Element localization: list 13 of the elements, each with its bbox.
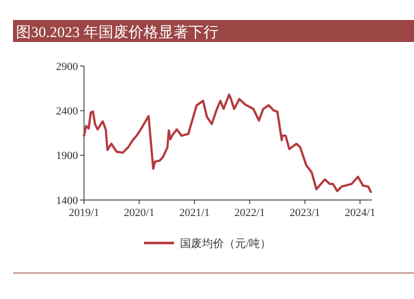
x-tick-label: 2023/1 bbox=[290, 207, 320, 219]
y-tick-label: 2400 bbox=[56, 106, 78, 118]
x-tick-label: 2019/1 bbox=[68, 207, 100, 219]
x-tick-label: 2020/1 bbox=[124, 207, 154, 219]
x-tick-label: 2022/1 bbox=[234, 207, 265, 219]
y-tick-label: 2900 bbox=[56, 60, 78, 73]
x-tick-label: 2024/1 bbox=[344, 207, 376, 219]
y-tick-label: 1900 bbox=[56, 150, 78, 162]
y-tick-label: 1400 bbox=[56, 194, 78, 207]
x-tick-label: 2021/1 bbox=[179, 207, 210, 219]
chart-title: 图30.2023 年国废价格显著下行 bbox=[16, 24, 218, 41]
legend-label: 国废均价（元/吨） bbox=[180, 236, 272, 250]
line-series bbox=[82, 93, 372, 194]
